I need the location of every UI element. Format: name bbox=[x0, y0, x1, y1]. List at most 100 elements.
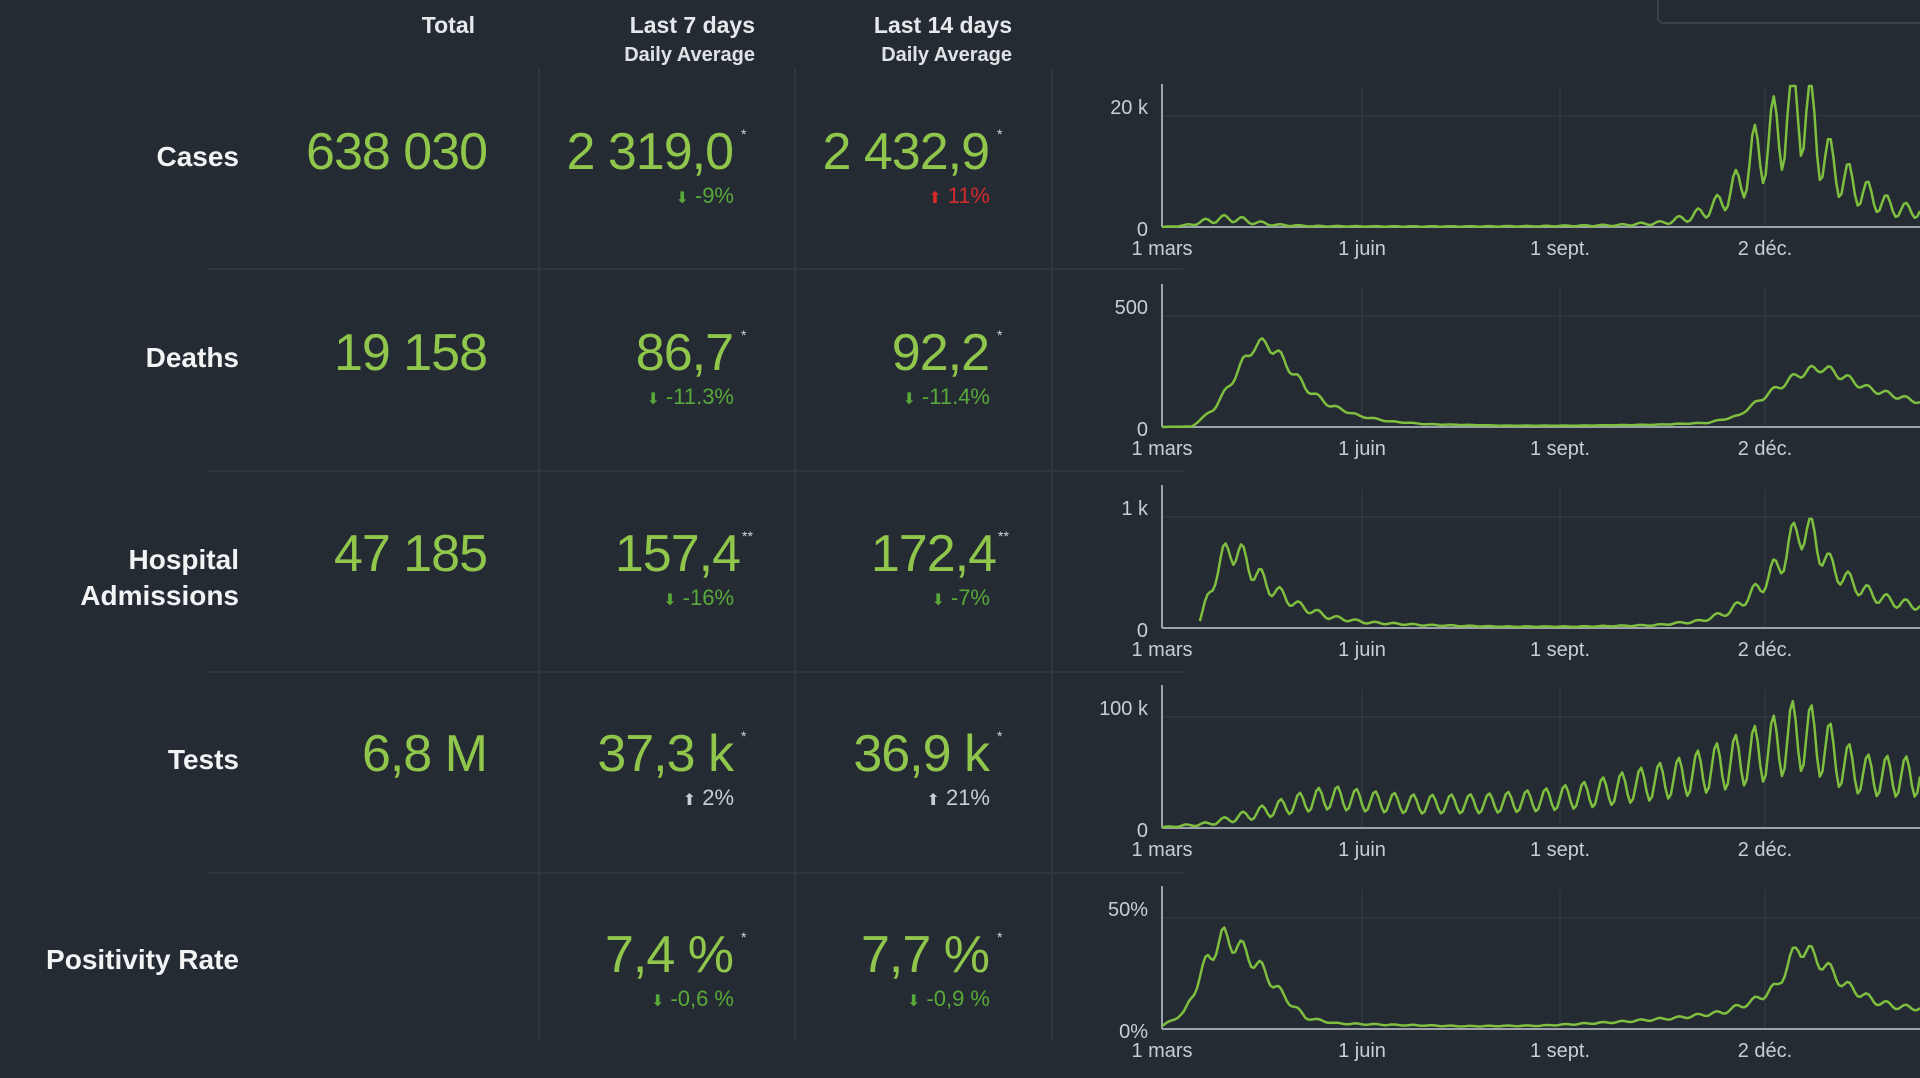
header-last7-sub: Daily Average bbox=[624, 44, 755, 66]
tests-delta7: ⬆ 2% bbox=[683, 785, 734, 811]
positivity-chart: 50% 0% 1 mars 1 juin 1 sept. 2 déc. bbox=[1080, 884, 1920, 1064]
deaths-chart: 500 0 1 mars 1 juin 1 sept. 2 déc. bbox=[1080, 282, 1920, 462]
series-line bbox=[1161, 699, 1920, 829]
hospital-avg7: 157,4 bbox=[614, 525, 741, 583]
series-line bbox=[1161, 337, 1920, 429]
toolbar-fragment bbox=[1657, 0, 1920, 24]
hospital-delta7-value: -16% bbox=[682, 585, 734, 610]
arrow-down-icon: ⬇ bbox=[663, 592, 677, 609]
x-tick-label: 1 juin bbox=[1338, 238, 1386, 260]
column-divider bbox=[794, 68, 796, 1040]
deaths-chart-svg: 500 01 mars 1 juin 1 sept. 2 déc. bbox=[1115, 284, 1920, 460]
x-tick-label: 1 sept. bbox=[1530, 1040, 1590, 1062]
cases-delta14: ⬆ 11% bbox=[928, 183, 990, 209]
series-line bbox=[1198, 517, 1920, 629]
hospital-total: 47 185 bbox=[333, 525, 488, 583]
arrow-down-icon: ⬇ bbox=[651, 993, 665, 1010]
y-tick-label: 50% bbox=[1108, 899, 1148, 921]
arrow-up-icon: ⬆ bbox=[926, 792, 940, 809]
x-tick-label: 1 juin bbox=[1338, 438, 1386, 460]
deaths-delta14: ⬇ -11.4% bbox=[903, 384, 990, 410]
y-tick-label: 0 bbox=[1137, 219, 1148, 241]
tests-chart-svg: 100 k 01 mars 1 juin 1 sept. 2 déc. bbox=[1099, 685, 1920, 861]
hospital-avg14: 172,4 bbox=[870, 525, 997, 583]
positivity-delta7-value: -0,6 % bbox=[670, 986, 734, 1011]
cases-avg14-note: * bbox=[997, 126, 1003, 142]
cases-delta7: ⬇ -9% bbox=[675, 183, 734, 209]
deaths-avg14: 92,2 bbox=[891, 324, 990, 382]
positivity-avg7-note: * bbox=[741, 929, 747, 945]
y-tick-label: 500 bbox=[1115, 297, 1148, 319]
x-tick-label: 2 déc. bbox=[1738, 839, 1792, 861]
y-tick-label: 0% bbox=[1119, 1021, 1148, 1043]
y-tick-label: 0 bbox=[1137, 419, 1148, 441]
x-tick-label: 1 mars bbox=[1131, 839, 1192, 861]
positivity-avg7: 7,4 % bbox=[605, 926, 734, 984]
arrow-down-icon: ⬇ bbox=[646, 391, 660, 408]
column-divider bbox=[538, 68, 540, 1040]
tests-delta14: ⬆ 21% bbox=[927, 785, 990, 811]
deaths-avg14-note: * bbox=[997, 327, 1003, 343]
cases-avg7-note: * bbox=[741, 126, 747, 142]
cases-chart-svg: 20 k 01 mars 1 juin 1 sept. 2 déc. bbox=[1110, 84, 1920, 260]
y-tick-label: 20 k bbox=[1110, 97, 1149, 119]
positivity-delta7: ⬇ -0,6 % bbox=[651, 986, 734, 1012]
tests-avg14-note: * bbox=[997, 728, 1003, 744]
cases-delta7-value: -9% bbox=[694, 183, 734, 208]
positivity-delta14-value: -0,9 % bbox=[926, 986, 990, 1011]
row-label-hospital: Hospital bbox=[128, 544, 239, 575]
hospital-delta7: ⬇ -16% bbox=[663, 585, 734, 611]
x-tick-label: 2 déc. bbox=[1738, 438, 1792, 460]
y-tick-label: 0 bbox=[1137, 820, 1148, 842]
tests-total: 6,8 M bbox=[361, 725, 488, 783]
deaths-avg7-note: * bbox=[741, 327, 747, 343]
y-tick-label: 0 bbox=[1137, 620, 1148, 642]
x-tick-label: 1 sept. bbox=[1530, 238, 1590, 260]
x-tick-label: 1 juin bbox=[1338, 1040, 1386, 1062]
x-tick-label: 1 mars bbox=[1131, 238, 1192, 260]
cases-avg7: 2 319,0 bbox=[566, 123, 734, 181]
row-divider bbox=[208, 671, 1183, 673]
arrow-down-icon: ⬇ bbox=[931, 592, 945, 609]
positivity-chart-svg: 50% 0%1 mars 1 juin 1 sept. 2 déc. bbox=[1108, 886, 1920, 1062]
tests-avg7-note: * bbox=[741, 728, 747, 744]
series-line bbox=[1161, 926, 1920, 1028]
row-divider bbox=[208, 470, 1183, 472]
x-tick-label: 1 sept. bbox=[1530, 438, 1590, 460]
tests-delta7-value: 2% bbox=[702, 785, 734, 810]
x-tick-label: 2 déc. bbox=[1738, 238, 1792, 260]
hospital-delta14-value: -7% bbox=[950, 585, 990, 610]
x-tick-label: 1 sept. bbox=[1530, 839, 1590, 861]
arrow-down-icon: ⬇ bbox=[902, 391, 916, 408]
x-tick-label: 1 mars bbox=[1131, 639, 1192, 661]
header-last7: Last 7 days bbox=[629, 12, 755, 38]
x-tick-label: 2 déc. bbox=[1738, 1040, 1792, 1062]
x-tick-label: 1 juin bbox=[1338, 639, 1386, 661]
tests-delta14-value: 21% bbox=[945, 785, 990, 810]
positivity-avg14-note: * bbox=[997, 929, 1003, 945]
row-label-cases: Cases bbox=[156, 141, 239, 172]
tests-avg7: 37,3 k bbox=[597, 725, 734, 783]
hospital-avg14-note: ** bbox=[998, 528, 1009, 544]
y-tick-label: 1 k bbox=[1121, 498, 1149, 520]
hospital-chart-svg: 1 k 01 mars 1 juin 1 sept. 2 déc. bbox=[1121, 485, 1920, 661]
y-tick-label: 100 k bbox=[1099, 698, 1149, 720]
deaths-avg7: 86,7 bbox=[635, 324, 734, 382]
arrow-up-icon: ⬆ bbox=[682, 792, 697, 809]
header-last14-sub: Daily Average bbox=[881, 44, 1012, 66]
x-tick-label: 2 déc. bbox=[1738, 639, 1792, 661]
x-tick-label: 1 juin bbox=[1338, 839, 1386, 861]
deaths-delta7: ⬇ -11.3% bbox=[647, 384, 734, 410]
row-label-admissions: Admissions bbox=[80, 580, 239, 611]
cases-total: 638 030 bbox=[306, 123, 488, 181]
row-label-tests: Tests bbox=[167, 744, 239, 775]
arrow-down-icon: ⬇ bbox=[675, 190, 689, 207]
series-line bbox=[1161, 84, 1920, 229]
hospital-delta14: ⬇ -7% bbox=[931, 585, 990, 611]
deaths-delta7-value: -11.3% bbox=[665, 384, 734, 409]
column-divider bbox=[1051, 68, 1053, 1040]
deaths-delta14-value: -11.4% bbox=[921, 384, 990, 409]
